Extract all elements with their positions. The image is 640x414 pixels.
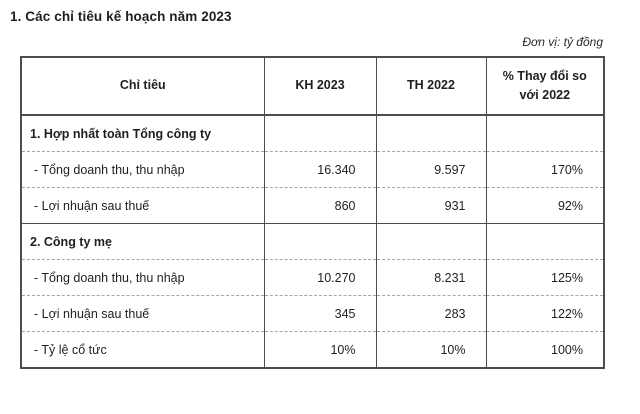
cell-change: 122% <box>485 295 605 332</box>
section-row-parent-company: 2. Công ty mẹ <box>20 223 605 260</box>
row-label: 1. Hợp nhất toàn Tổng công ty <box>20 115 265 152</box>
cell-kh2023: 345 <box>263 295 377 332</box>
cell-kh2023 <box>263 223 377 260</box>
cell-th2022: 283 <box>375 295 487 332</box>
column-header-th-2022: TH 2022 <box>375 57 487 116</box>
cell-change: 100% <box>485 331 605 368</box>
column-header-chi-tieu: Chỉ tiêu <box>20 57 265 116</box>
unit-note: Đơn vị: tỷ đồng <box>522 35 603 49</box>
cell-th2022: 10% <box>375 331 487 368</box>
cell-th2022: 8.231 <box>375 259 487 296</box>
plan-targets-table: Chỉ tiêu KH 2023 TH 2022 % Thay đổi so v… <box>20 56 605 369</box>
cell-change <box>485 223 605 260</box>
cell-kh2023 <box>263 115 377 152</box>
header-row: Chỉ tiêu KH 2023 TH 2022 % Thay đổi so v… <box>20 57 605 116</box>
column-header-kh-2023: KH 2023 <box>263 57 377 116</box>
cell-th2022: 931 <box>375 187 487 224</box>
cell-change: 125% <box>485 259 605 296</box>
cell-kh2023: 860 <box>263 187 377 224</box>
table-row-profit-parent: - Lợi nhuận sau thuế 345 283 122% <box>20 295 605 332</box>
row-label: - Lợi nhuận sau thuế <box>20 295 265 332</box>
cell-change <box>485 115 605 152</box>
column-header-percent-change: % Thay đổi so với 2022 <box>485 57 605 116</box>
row-label: - Tỷ lệ cổ tức <box>20 331 265 368</box>
table-row-revenue-consolidated: - Tổng doanh thu, thu nhập 16.340 9.597 … <box>20 151 605 188</box>
page-title: 1. Các chỉ tiêu kế hoạch năm 2023 <box>10 9 232 24</box>
cell-kh2023: 10.270 <box>263 259 377 296</box>
cell-th2022: 9.597 <box>375 151 487 188</box>
table-header: Chỉ tiêu KH 2023 TH 2022 % Thay đổi so v… <box>20 57 605 116</box>
row-label: - Tổng doanh thu, thu nhập <box>20 151 265 188</box>
table-row-revenue-parent: - Tổng doanh thu, thu nhập 10.270 8.231 … <box>20 259 605 296</box>
cell-change: 92% <box>485 187 605 224</box>
cell-change: 170% <box>485 151 605 188</box>
row-label: - Lợi nhuận sau thuế <box>20 187 265 224</box>
cell-kh2023: 10% <box>263 331 377 368</box>
cell-kh2023: 16.340 <box>263 151 377 188</box>
row-label: 2. Công ty mẹ <box>20 223 265 260</box>
row-label: - Tổng doanh thu, thu nhập <box>20 259 265 296</box>
section-row-consolidated: 1. Hợp nhất toàn Tổng công ty <box>20 115 605 152</box>
table-row-profit-consolidated: - Lợi nhuận sau thuế 860 931 92% <box>20 187 605 224</box>
cell-th2022 <box>375 223 487 260</box>
table-row-dividend-rate: - Tỷ lệ cổ tức 10% 10% 100% <box>20 331 605 368</box>
cell-th2022 <box>375 115 487 152</box>
